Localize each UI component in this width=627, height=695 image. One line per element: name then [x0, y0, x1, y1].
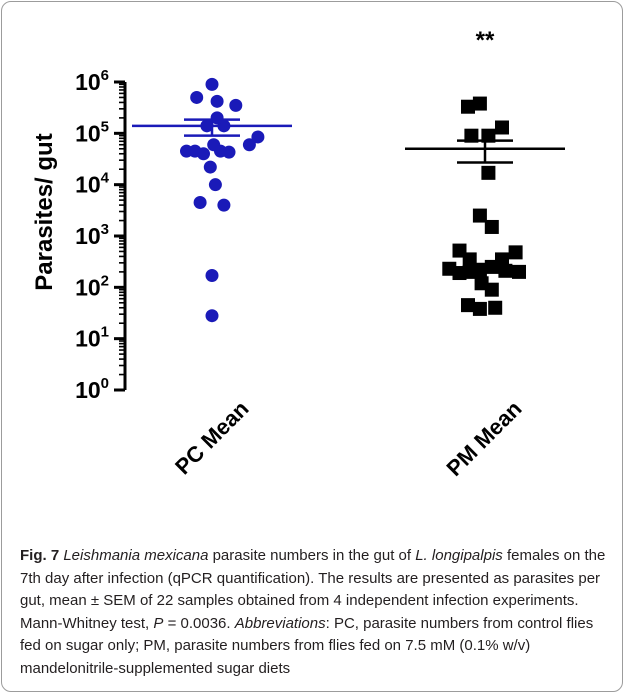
y-tick-label: 104 — [75, 170, 110, 198]
y-tick-label: 101 — [75, 324, 109, 352]
data-point-circle — [251, 130, 265, 144]
data-point-circle — [242, 138, 256, 152]
data-point-square — [464, 128, 479, 143]
data-point-circle — [190, 90, 204, 104]
data-point-circle — [197, 147, 210, 161]
data-point-circle — [193, 195, 207, 209]
data-point-circle — [222, 145, 236, 159]
y-axis-label: Parasites/ gut — [31, 133, 58, 290]
data-point-circle — [203, 160, 217, 174]
caption-text-2: females on the 7th day after infection (… — [20, 547, 606, 632]
data-point-square — [461, 99, 475, 114]
data-point-square — [481, 128, 496, 143]
data-point-square — [508, 245, 523, 260]
data-point-circle — [208, 178, 222, 192]
y-tick-base: 10 — [75, 274, 101, 300]
data-point-circle — [207, 138, 221, 152]
caption-text-4: : PC, parasite numbers from control flie… — [20, 614, 594, 677]
caption-p-symbol: P — [153, 614, 164, 632]
data-point-square — [484, 259, 499, 274]
caption-species: Leishmania mexicana — [63, 547, 209, 564]
data-point-square — [472, 301, 487, 316]
y-tick-base: 10 — [75, 377, 101, 403]
y-tick-base: 10 — [75, 172, 101, 198]
x-tick-labels: PC Mean PM Mean — [170, 396, 526, 481]
y-tick-exponent: 3 — [101, 221, 109, 238]
significance-marker: ** — [476, 27, 495, 54]
data-point-square — [472, 208, 487, 223]
data-point-square — [512, 264, 526, 279]
scatter-chart: Parasites/ gut ** 100101102103104105106 … — [31, 27, 565, 481]
caption-fig-label: Fig. 7 — [20, 547, 60, 564]
y-tick-exponent: 1 — [101, 324, 109, 341]
x-tick-label: PC Mean — [170, 396, 253, 479]
data-point-circle — [205, 269, 219, 283]
data-point-circle — [210, 94, 224, 108]
y-tick-label: 103 — [75, 221, 109, 249]
data-point-circle — [229, 98, 243, 112]
caption-text-1: parasite numbers in the gut of — [208, 547, 416, 564]
y-tick-label: 100 — [75, 375, 109, 403]
y-tick-base: 10 — [75, 120, 101, 146]
y-tick-exponent: 0 — [101, 375, 109, 392]
data-point-square — [498, 263, 513, 278]
x-tick-label: PM Mean — [441, 396, 526, 481]
y-tick-base: 10 — [75, 326, 101, 352]
y-tick-label: 102 — [75, 272, 109, 300]
y-tick-base: 10 — [75, 69, 101, 95]
y-tick-exponent: 6 — [101, 67, 109, 84]
data-point-square — [472, 96, 487, 111]
data-point-square — [481, 165, 496, 180]
y-tick-label: 106 — [75, 67, 109, 95]
data-point-square — [484, 282, 499, 297]
data-point-square — [488, 300, 503, 315]
data-point-square — [495, 120, 509, 135]
data-point-square — [472, 262, 487, 277]
y-tick-exponent: 2 — [101, 272, 109, 289]
figure-caption: Fig. 7 Leishmania mexicana parasite numb… — [20, 545, 610, 680]
y-tick-base: 10 — [75, 223, 101, 249]
data-point-circle — [210, 111, 224, 125]
caption-host: L. longipalpis — [415, 547, 503, 564]
data-point-circle — [217, 198, 231, 212]
marks-layer — [132, 77, 565, 323]
y-tick-exponent: 5 — [101, 118, 109, 135]
data-point-square — [461, 298, 475, 313]
data-point-circle — [205, 309, 219, 323]
data-point-circle — [205, 77, 219, 91]
caption-text-3: = 0.0036. — [163, 614, 235, 632]
y-tick-exponent: 4 — [101, 170, 110, 187]
data-point-square — [484, 219, 499, 234]
caption-abbreviations-label: Abbreviations — [234, 614, 326, 632]
y-tick-label: 105 — [75, 118, 109, 146]
